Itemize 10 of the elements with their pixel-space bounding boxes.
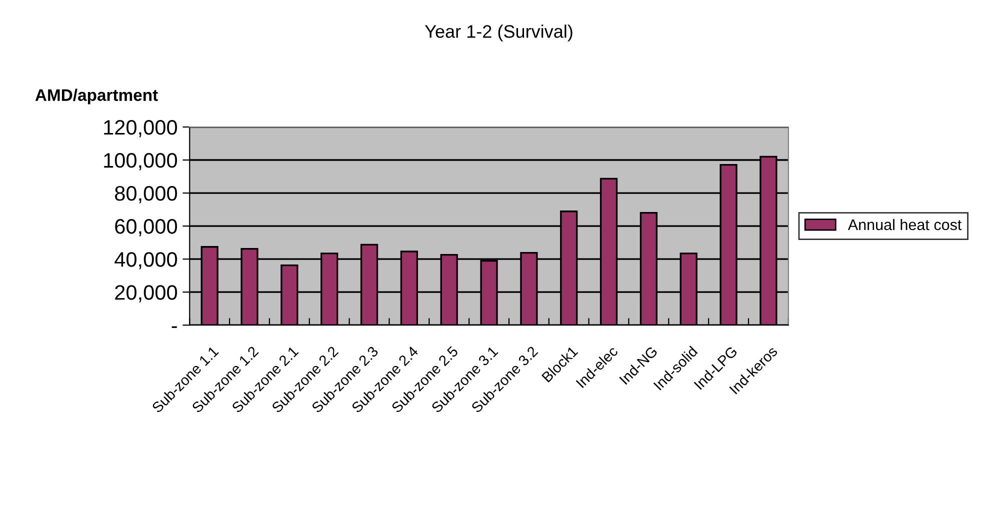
chart-title: Year 1-2 (Survival) — [424, 24, 572, 42]
y-tick-label: 40,000 — [114, 252, 178, 270]
y-tick-label: 20,000 — [115, 285, 178, 302]
y-tick-label: 120,000 — [104, 120, 178, 138]
y-tick-label: - — [172, 326, 177, 328]
y-axis-title: AMD/apartment — [35, 88, 158, 104]
y-tick-label: 60,000 — [115, 219, 178, 236]
y-tick-label: 80,000 — [115, 186, 178, 204]
y-tick-label: 100,000 — [104, 153, 178, 170]
legend-label: Annual heat cost — [848, 218, 962, 230]
